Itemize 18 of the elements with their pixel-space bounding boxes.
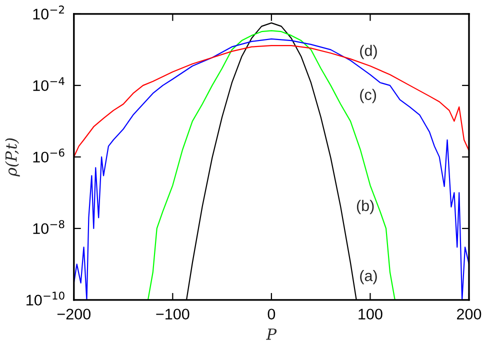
y-tick-label: 10$^{−6}$: [33, 148, 64, 163]
line-series: [74, 45, 469, 158]
y-tick-label: 10$^{−8}$: [33, 220, 64, 234]
y-axis-title: ρ(P,t): [5, 138, 20, 177]
y-tick-label: 10$^{−4}$: [33, 77, 64, 92]
annotation: (c): [360, 88, 376, 104]
x-tick-label: 100: [358, 308, 382, 320]
annotation: (b): [356, 200, 374, 214]
x-axis-title: P: [266, 328, 277, 340]
line-series: [147, 30, 396, 300]
y-tick-label: 10$^{−10}$: [26, 292, 64, 306]
x-tick-label: 200: [457, 308, 482, 320]
x-tick-label: 0: [268, 308, 276, 320]
y-tick-label: 10$^{−2}$: [33, 6, 64, 20]
annotation: (d): [360, 44, 377, 60]
x-tick-label: −200: [57, 308, 91, 320]
x-tick-label: −100: [156, 308, 190, 320]
annotation: (a): [360, 270, 377, 284]
